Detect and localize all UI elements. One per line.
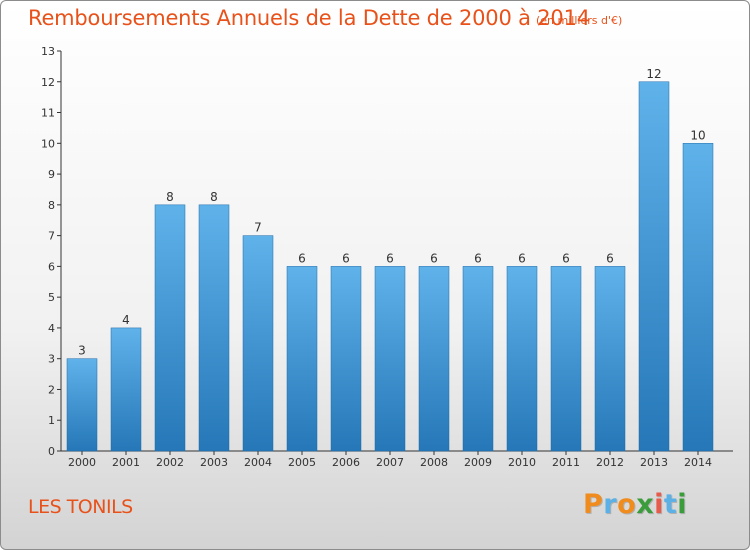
bar [550,266,582,452]
logo-letter: t [663,489,678,520]
bar [330,266,362,452]
x-tick-label: 2003 [200,456,228,469]
data-label: 6 [518,251,526,265]
bar [242,235,274,452]
logo-letter: r [603,489,618,520]
x-tick-label: 2013 [640,456,668,469]
bar [154,204,186,452]
bar [462,266,494,452]
y-tick-label: 5 [48,291,55,304]
data-label: 8 [210,190,218,204]
bar [286,266,318,452]
data-label: 3 [78,344,86,358]
x-axis: 2000 2001 2002 2003 2004 2005 2006 2007 2008 2009… [61,450,733,469]
data-labels: 3 4 8 8 7 6 6 6 6 6 6 6 6 12 10 [78,67,705,358]
bar [638,81,670,452]
data-label: 6 [298,251,306,265]
y-tick-label: 3 [48,353,55,366]
bar [198,204,230,452]
logo-letter: x [636,489,655,520]
logo-letter: o [617,489,637,520]
x-tick-label: 2010 [508,456,536,469]
y-tick-label: 11 [41,107,55,120]
bar [110,327,142,452]
x-tick-label: 2011 [552,456,580,469]
y-tick-label: 9 [48,168,55,181]
data-label: 6 [606,251,614,265]
x-tick-label: 2014 [684,456,712,469]
y-tick-label: 8 [48,199,55,212]
logo-letter: P [583,489,604,520]
y-tick-label: 0 [48,445,55,458]
x-tick-label: 2005 [288,456,316,469]
x-tick-label: 2004 [244,456,272,469]
x-tick-label: 2006 [332,456,360,469]
bar [374,266,406,452]
y-tick-label: 12 [41,76,55,89]
data-label: 6 [474,251,482,265]
data-label: 6 [562,251,570,265]
y-tick-label: 1 [48,414,55,427]
commune-name: LES TONILS [28,496,133,518]
y-tick-label: 13 [41,45,55,58]
data-label: 6 [342,251,350,265]
chart-subtitle: (en milliers d'€) [536,14,623,27]
chart-title: Remboursements Annuels de la Dette de 20… [28,6,590,30]
x-tick-label: 2007 [376,456,404,469]
y-tick-label: 10 [41,137,55,150]
data-label: 8 [166,190,174,204]
proxiti-logo[interactable]: Proxiti [583,489,687,520]
logo-letter: i [654,489,664,520]
bar [418,266,450,452]
y-tick-label: 4 [48,322,55,335]
x-tick-label: 2001 [112,456,140,469]
logo-letter: i [677,489,688,520]
y-tick-label: 7 [48,230,55,243]
data-label: 7 [254,221,262,235]
y-tick-label: 6 [48,260,55,273]
bar [66,358,98,452]
y-tick-label: 2 [48,383,55,396]
bar [682,143,714,452]
data-label: 12 [646,67,661,81]
data-label: 6 [386,251,394,265]
x-tick-label: 2009 [464,456,492,469]
x-tick-label: 2012 [596,456,624,469]
data-label: 4 [122,313,130,327]
bar [506,266,538,452]
bars [66,81,714,452]
data-label: 10 [690,128,705,142]
x-tick-label: 2008 [420,456,448,469]
x-tick-label: 2002 [156,456,184,469]
x-tick-label: 2000 [68,456,96,469]
data-label: 6 [430,251,438,265]
bar [594,266,626,452]
